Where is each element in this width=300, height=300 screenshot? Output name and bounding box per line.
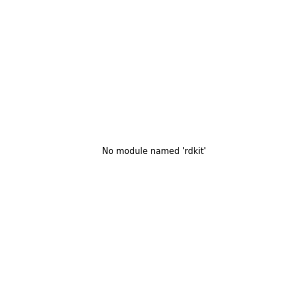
Text: No module named 'rdkit': No module named 'rdkit': [102, 147, 206, 156]
